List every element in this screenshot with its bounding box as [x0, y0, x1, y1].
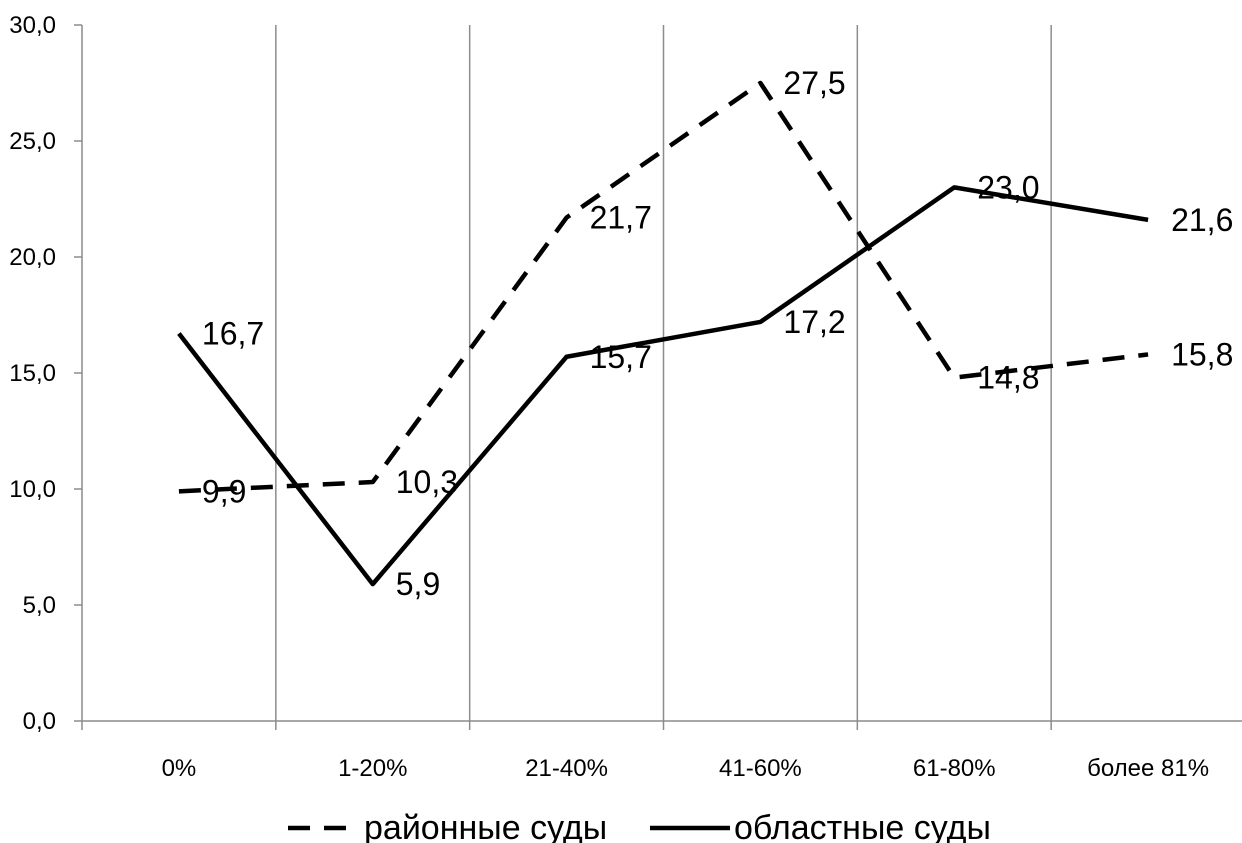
y-tick-label: 5,0	[23, 592, 56, 619]
y-tick-label: 15,0	[9, 360, 56, 387]
x-tick-label: 0%	[162, 755, 197, 782]
series-lines	[177, 80, 1149, 587]
series-line	[178, 80, 1149, 494]
data-label: 17,2	[783, 304, 845, 340]
data-label: 15,8	[1171, 336, 1233, 372]
vertical-gridlines	[275, 25, 1052, 721]
data-label: 14,8	[977, 360, 1039, 396]
data-label: 5,9	[396, 566, 440, 602]
y-tick-label: 20,0	[9, 244, 56, 271]
data-label: 16,7	[202, 316, 264, 352]
data-label: 21,7	[590, 200, 652, 236]
axes	[74, 24, 1242, 730]
data-label: 21,6	[1171, 202, 1233, 238]
y-axis-tick-labels: 0,0 5,0 10,0 15,0 20,0 25,0 30,0	[9, 12, 56, 735]
data-label: 27,5	[783, 65, 845, 101]
legend: районные суды областные суды	[288, 809, 991, 843]
data-label: 15,7	[590, 339, 652, 375]
data-label: 10,3	[396, 464, 458, 500]
x-tick-label: 41-60%	[719, 755, 802, 782]
data-label: 23,0	[977, 169, 1039, 205]
y-tick-label: 0,0	[23, 708, 56, 735]
data-labels: 9,9 10,3 21,7 27,5 14,8 15,8 16,7 5,9 15,7 17,2 23…	[202, 65, 1233, 602]
y-tick-label: 25,0	[9, 128, 56, 155]
x-tick-label: 61-80%	[913, 755, 996, 782]
y-tick-label: 30,0	[9, 12, 56, 39]
data-label: 9,9	[202, 473, 246, 509]
series-line	[177, 185, 1149, 587]
x-tick-label: 1-20%	[338, 755, 407, 782]
x-axis-tick-labels: 0% 1-20% 21-40% 41-60% 61-80% более 81%	[162, 755, 1209, 782]
legend-label: областные суды	[734, 809, 991, 843]
legend-label: районные суды	[364, 809, 607, 843]
y-tick-label: 10,0	[9, 476, 56, 503]
x-tick-label: 21-40%	[525, 755, 608, 782]
x-tick-label: более 81%	[1087, 755, 1209, 782]
